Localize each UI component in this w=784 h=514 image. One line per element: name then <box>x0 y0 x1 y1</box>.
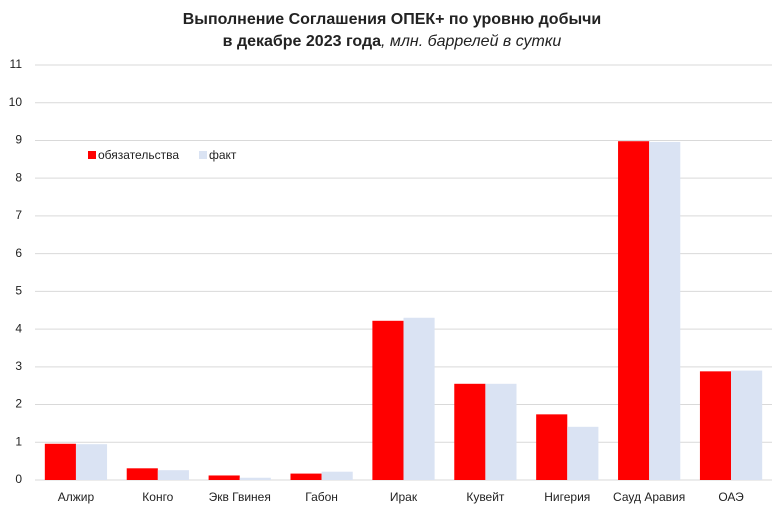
bar <box>372 320 404 480</box>
bar <box>157 470 189 480</box>
y-tick-label: 11 <box>10 57 23 71</box>
bar <box>75 444 108 480</box>
y-tick-label: 7 <box>15 208 22 222</box>
y-tick-label: 9 <box>15 133 22 147</box>
bar <box>321 471 353 480</box>
x-tick-label: Нигерия <box>544 490 590 504</box>
bar <box>208 475 240 480</box>
x-tick-label: Алжир <box>58 490 95 504</box>
legend-swatch <box>199 151 207 159</box>
x-tick-label: Габон <box>305 490 338 504</box>
y-tick-label: 8 <box>15 170 22 184</box>
chart-subtitle: , млн. баррелей в сутки <box>381 33 561 50</box>
y-tick-label: 5 <box>15 284 22 298</box>
bar <box>403 317 435 480</box>
legend-label: обязательства <box>98 148 179 162</box>
bar <box>567 426 599 480</box>
bar <box>126 468 158 480</box>
x-tick-label: Конго <box>142 490 173 504</box>
x-tick-label: Сауд Аравия <box>613 490 685 504</box>
bar <box>44 443 76 480</box>
bar <box>239 477 271 480</box>
x-tick-label: Ирак <box>390 490 418 504</box>
bar <box>536 414 568 480</box>
legend-label: факт <box>209 148 237 162</box>
chart-title: в декабре 2023 года <box>223 33 381 50</box>
x-tick-label: Кувейт <box>466 490 505 504</box>
y-tick-label: 0 <box>15 472 22 486</box>
bar <box>731 370 763 480</box>
y-tick-label: 3 <box>15 359 22 373</box>
bar <box>290 473 322 480</box>
bar <box>699 371 732 480</box>
legend-swatch <box>88 151 96 159</box>
y-tick-label: 4 <box>15 321 22 335</box>
y-tick-label: 10 <box>9 95 23 109</box>
x-tick-label: Экв Гвинея <box>209 490 271 504</box>
chart-title: Выполнение Соглашения ОПЕК+ по уровню до… <box>183 11 602 28</box>
y-tick-label: 1 <box>15 434 22 448</box>
bar <box>454 383 486 480</box>
bar <box>649 141 681 481</box>
bar <box>618 141 650 480</box>
x-tick-label: ОАЭ <box>718 490 744 504</box>
bar <box>485 383 517 480</box>
y-tick-label: 6 <box>15 246 22 260</box>
chart-title-line: в декабре 2023 года, млн. баррелей в сут… <box>223 33 562 50</box>
y-tick-label: 2 <box>15 397 22 411</box>
